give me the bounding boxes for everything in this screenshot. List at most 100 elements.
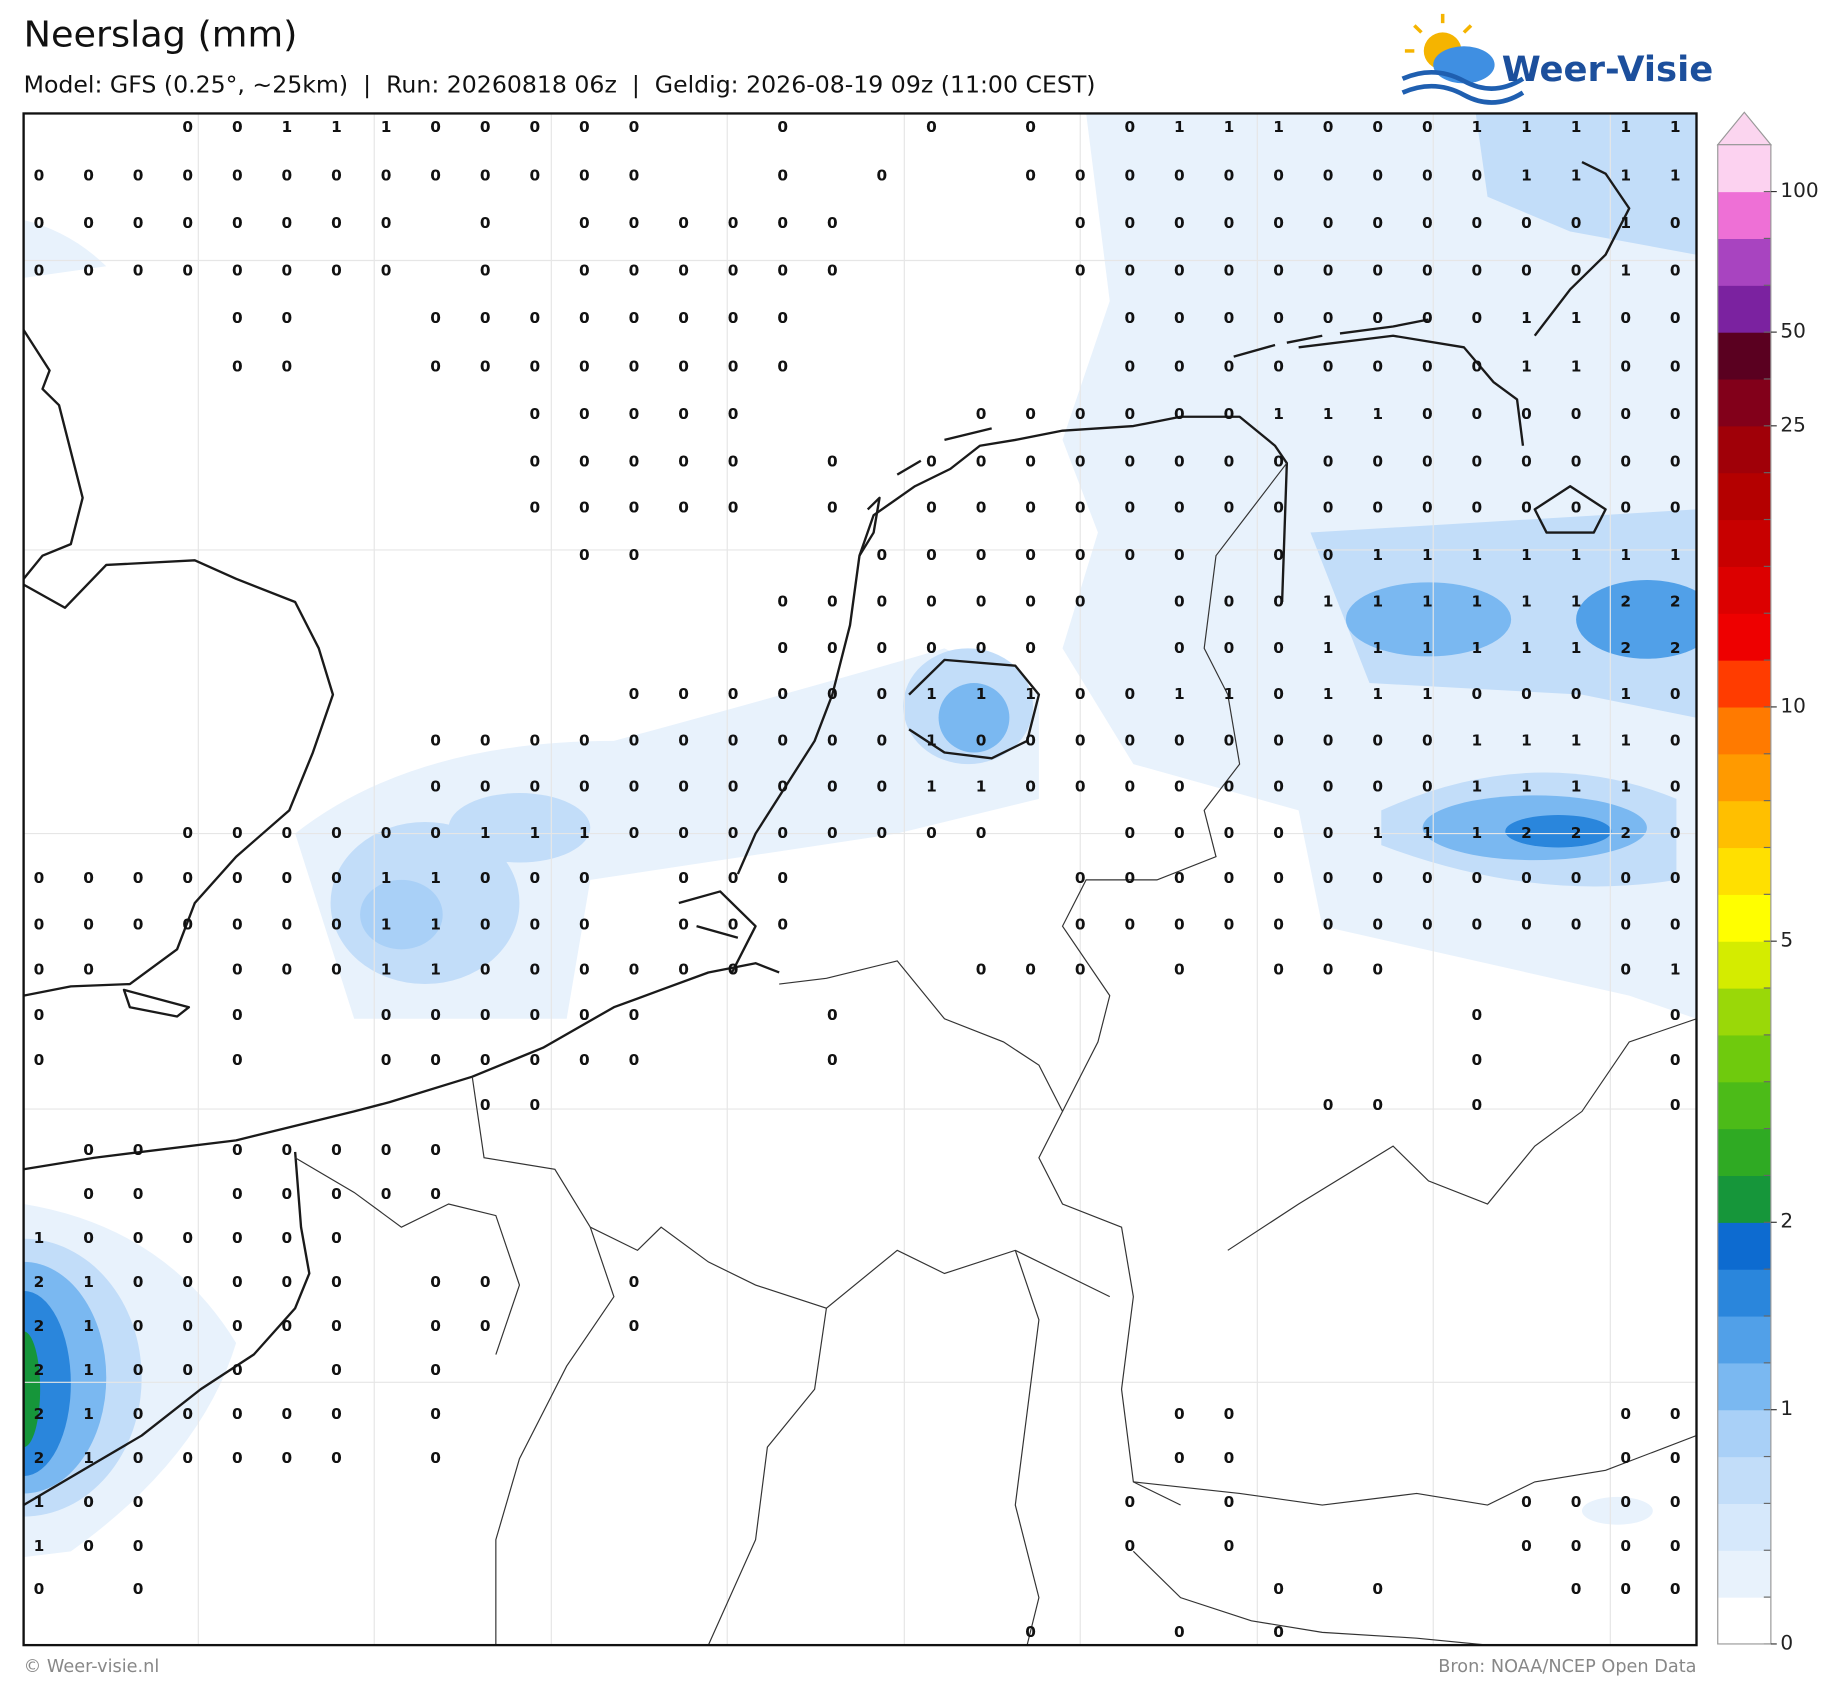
point-value: 0 bbox=[1521, 214, 1532, 232]
point-value: 1 bbox=[1620, 546, 1631, 564]
point-value: 0 bbox=[1372, 214, 1383, 232]
colorbar-band bbox=[1717, 706, 1771, 755]
colorbar-band bbox=[1717, 1269, 1771, 1317]
point-value: 0 bbox=[1273, 1623, 1284, 1641]
borders bbox=[294, 462, 1697, 1646]
point-value: 0 bbox=[1273, 824, 1284, 842]
point-value: 0 bbox=[331, 1185, 342, 1203]
point-value: 0 bbox=[629, 1051, 640, 1069]
point-value: 0 bbox=[1620, 453, 1631, 471]
point-value: 1 bbox=[1521, 778, 1532, 796]
point-value: 0 bbox=[678, 685, 689, 703]
point-value: 1 bbox=[1323, 639, 1334, 657]
logo-text: Weer-Visie bbox=[1502, 49, 1714, 90]
point-value: 0 bbox=[1670, 1096, 1681, 1114]
point-value: 0 bbox=[1620, 916, 1631, 934]
point-value: 0 bbox=[629, 685, 640, 703]
point-value: 0 bbox=[282, 961, 293, 979]
point-value: 0 bbox=[133, 214, 144, 232]
point-value: 0 bbox=[529, 1051, 540, 1069]
point-value: 0 bbox=[1124, 1493, 1135, 1511]
point-value: 0 bbox=[1273, 1580, 1284, 1598]
point-value: 0 bbox=[430, 778, 441, 796]
point-value: 0 bbox=[133, 261, 144, 279]
point-value: 0 bbox=[282, 1405, 293, 1423]
point-value: 0 bbox=[827, 778, 838, 796]
colorbar-band bbox=[1717, 378, 1771, 427]
point-value: 0 bbox=[232, 1051, 243, 1069]
point-value: 0 bbox=[1273, 916, 1284, 934]
point-value: 1 bbox=[1323, 685, 1334, 703]
point-value: 0 bbox=[976, 732, 987, 750]
point-value: 1 bbox=[1571, 593, 1582, 611]
point-value: 2 bbox=[1620, 593, 1631, 611]
point-value: 0 bbox=[282, 261, 293, 279]
point-value: 1 bbox=[1472, 824, 1483, 842]
point-value: 0 bbox=[1670, 309, 1681, 327]
point-value: 0 bbox=[529, 732, 540, 750]
point-value: 0 bbox=[1323, 309, 1334, 327]
point-value: 0 bbox=[579, 961, 590, 979]
point-value: 0 bbox=[133, 1537, 144, 1555]
point-value: 0 bbox=[529, 1096, 540, 1114]
point-value: 0 bbox=[1372, 453, 1383, 471]
point-value: 0 bbox=[1224, 214, 1235, 232]
point-value: 0 bbox=[827, 1051, 838, 1069]
colorbar-label: 2 bbox=[1780, 1210, 1793, 1233]
colorbar-band bbox=[1717, 800, 1771, 849]
point-value: 0 bbox=[579, 1006, 590, 1024]
point-value: 0 bbox=[926, 593, 937, 611]
point-value: 1 bbox=[1521, 732, 1532, 750]
value-labels: 0 0 1 1 1 0 0 0 0 0 0 0 0 0 1 1 1 0 0 0 1 1 1 1 1 0 0 0 0 0 0 0 0 0 0 0 0 0 0 0… bbox=[34, 118, 1681, 1641]
point-value: 0 bbox=[1174, 546, 1185, 564]
point-value: 1 bbox=[1521, 309, 1532, 327]
point-value: 0 bbox=[728, 214, 739, 232]
point-value: 0 bbox=[83, 961, 94, 979]
point-value: 0 bbox=[1422, 214, 1433, 232]
point-value: 0 bbox=[182, 1361, 193, 1379]
point-value: 0 bbox=[1670, 916, 1681, 934]
point-value: 0 bbox=[579, 778, 590, 796]
point-value: 0 bbox=[232, 1141, 243, 1159]
point-value: 0 bbox=[133, 1449, 144, 1467]
point-value: 1 bbox=[34, 1229, 45, 1247]
point-value: 0 bbox=[1174, 824, 1185, 842]
point-value: 0 bbox=[728, 453, 739, 471]
point-value: 0 bbox=[182, 1405, 193, 1423]
point-value: 0 bbox=[1273, 309, 1284, 327]
point-value: 1 bbox=[381, 118, 392, 136]
point-value: 0 bbox=[480, 778, 491, 796]
point-value: 0 bbox=[1174, 214, 1185, 232]
point-value: 0 bbox=[777, 778, 788, 796]
point-value: 0 bbox=[1323, 778, 1334, 796]
point-value: 0 bbox=[629, 405, 640, 423]
point-value: 1 bbox=[1372, 593, 1383, 611]
point-value: 0 bbox=[331, 1317, 342, 1335]
point-value: 0 bbox=[1174, 358, 1185, 376]
point-value: 0 bbox=[1670, 405, 1681, 423]
point-value: 0 bbox=[629, 1317, 640, 1335]
point-value: 0 bbox=[282, 309, 293, 327]
point-value: 1 bbox=[1571, 778, 1582, 796]
point-value: 0 bbox=[678, 732, 689, 750]
point-value: 0 bbox=[1571, 869, 1582, 887]
point-value: 0 bbox=[480, 358, 491, 376]
point-value: 0 bbox=[34, 167, 45, 185]
point-value: 0 bbox=[579, 869, 590, 887]
point-value: 0 bbox=[877, 639, 888, 657]
point-value: 0 bbox=[1025, 593, 1036, 611]
colorbar-band bbox=[1717, 988, 1771, 1036]
point-value: 0 bbox=[1571, 1580, 1582, 1598]
point-value: 0 bbox=[1025, 639, 1036, 657]
point-value: 0 bbox=[1273, 167, 1284, 185]
point-value: 0 bbox=[83, 261, 94, 279]
point-value: 2 bbox=[1670, 639, 1681, 657]
point-value: 1 bbox=[1571, 546, 1582, 564]
colorbar-band bbox=[1717, 238, 1771, 286]
point-value: 1 bbox=[976, 778, 987, 796]
point-value: 1 bbox=[1472, 546, 1483, 564]
point-value: 0 bbox=[827, 639, 838, 657]
title: Neerslag (mm) bbox=[24, 13, 298, 56]
point-value: 0 bbox=[34, 1580, 45, 1598]
precipitation-shading bbox=[23, 113, 1697, 1558]
